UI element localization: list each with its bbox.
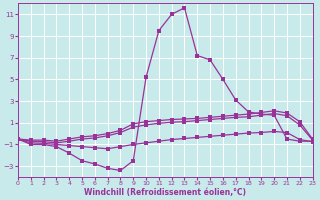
X-axis label: Windchill (Refroidissement éolien,°C): Windchill (Refroidissement éolien,°C) (84, 188, 246, 197)
